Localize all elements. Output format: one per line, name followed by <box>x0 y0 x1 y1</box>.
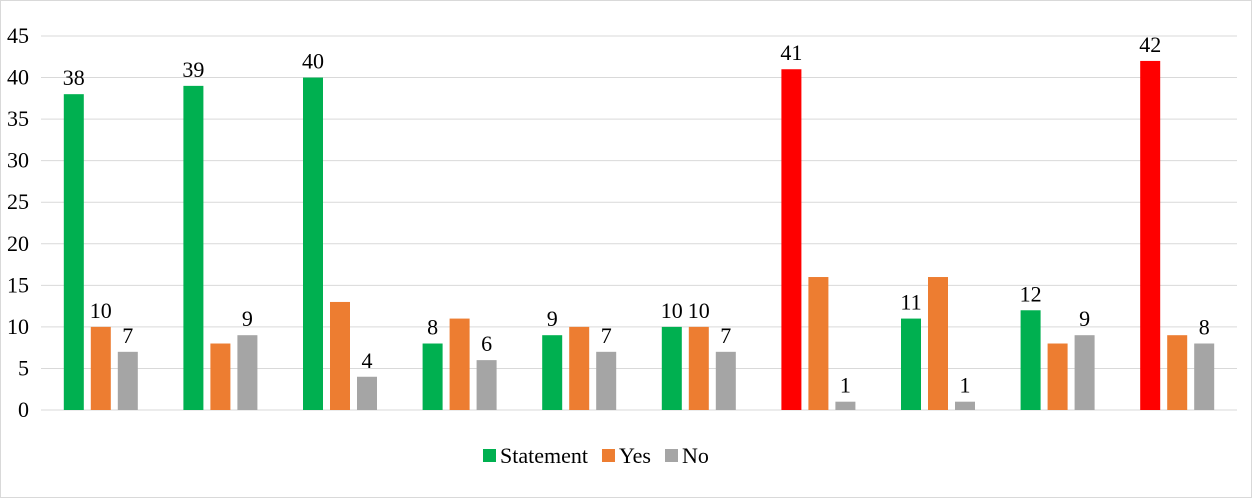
bar-yes-9 <box>1047 343 1068 410</box>
legend: Statement Yes No <box>483 443 709 468</box>
bar-no-2 <box>237 335 258 410</box>
bar-yes-3 <box>330 301 350 410</box>
data-label: 39 <box>182 57 204 82</box>
bar-yes-1 <box>90 326 111 410</box>
y-tick-label: 40 <box>7 65 29 90</box>
data-label: 7 <box>720 323 731 348</box>
y-tick-label: 10 <box>7 314 29 339</box>
bar-yes-8 <box>928 277 948 410</box>
bar-no-4 <box>476 360 497 410</box>
data-label: 9 <box>547 306 558 331</box>
data-label: 1 <box>840 373 851 398</box>
data-label: 10 <box>90 298 112 323</box>
bar-statement-7 <box>781 69 802 410</box>
bar-no-9 <box>1074 335 1095 410</box>
legend-swatch <box>483 449 496 462</box>
data-label: 4 <box>362 348 373 373</box>
y-tick-label: 20 <box>7 231 29 256</box>
data-label: 8 <box>427 315 438 340</box>
data-label: 9 <box>1079 306 1090 331</box>
y-tick-label: 5 <box>18 355 29 380</box>
data-label: 42 <box>1139 32 1161 57</box>
bar-yes-7 <box>808 277 829 410</box>
bar-no-5 <box>596 351 617 410</box>
data-label: 6 <box>481 331 492 356</box>
bars <box>63 60 1215 411</box>
data-label: 41 <box>780 40 802 65</box>
data-label: 10 <box>661 298 683 323</box>
data-label: 1 <box>960 373 971 398</box>
bar-no-8 <box>955 401 975 410</box>
data-label: 9 <box>242 306 253 331</box>
y-tick-label: 15 <box>7 272 29 297</box>
data-label: 8 <box>1199 315 1210 340</box>
data-label: 40 <box>302 49 324 74</box>
bar-statement-9 <box>1020 310 1041 410</box>
bar-no-6 <box>715 351 736 410</box>
data-label: 11 <box>900 290 921 315</box>
bar-statement-5 <box>542 335 563 410</box>
data-label: 12 <box>1020 281 1042 306</box>
data-label: 7 <box>601 323 612 348</box>
bar-yes-6 <box>688 326 709 410</box>
bar-statement-3 <box>303 77 323 411</box>
bar-no-3 <box>357 376 377 410</box>
data-label: 10 <box>688 298 710 323</box>
legend-item-statement: Statement <box>483 443 588 468</box>
bar-statement-2 <box>183 85 204 410</box>
bar-statement-4 <box>422 343 443 410</box>
data-label: 7 <box>122 323 133 348</box>
y-tick-label: 35 <box>7 106 29 131</box>
bar-statement-6 <box>661 326 682 410</box>
bar-no-1 <box>117 351 138 410</box>
legend-label: Statement <box>500 443 588 468</box>
bar-statement-8 <box>901 318 921 410</box>
legend-swatch <box>601 449 615 462</box>
legend-item-no: No <box>665 443 709 468</box>
bar-no-10 <box>1194 343 1215 410</box>
bar-no-7 <box>835 401 856 410</box>
y-axis-tick-labels: 0 5 10 15 20 25 30 35 40 45 <box>7 23 29 422</box>
legend-label: Yes <box>619 443 651 468</box>
bar-statement-1 <box>63 94 84 410</box>
legend-swatch <box>665 449 678 462</box>
bar-yes-2 <box>210 343 231 410</box>
data-label: 38 <box>63 65 85 90</box>
legend-label: No <box>682 443 709 468</box>
bar-yes-5 <box>569 326 590 410</box>
bar-statement-10 <box>1140 60 1161 410</box>
y-tick-label: 45 <box>7 23 29 48</box>
y-tick-label: 25 <box>7 189 29 214</box>
bar-yes-10 <box>1167 335 1188 410</box>
y-tick-label: 30 <box>7 148 29 173</box>
bar-yes-4 <box>449 318 470 410</box>
legend-item-yes: Yes <box>601 443 651 468</box>
y-tick-label: 0 <box>18 397 29 422</box>
